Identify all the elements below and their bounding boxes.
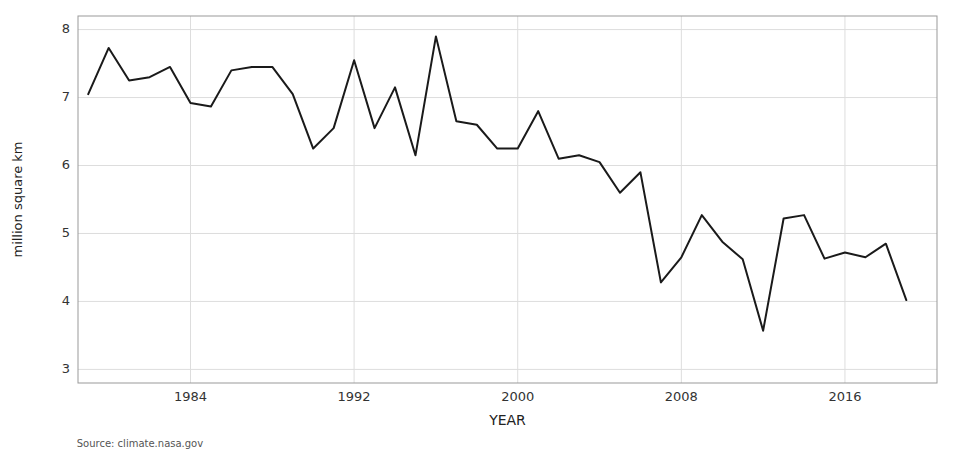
y-tick-label: 8: [62, 21, 70, 36]
y-grid-line: [78, 233, 937, 234]
y-grid-line: [78, 369, 937, 370]
grid: [78, 16, 937, 383]
y-axis-label: million square km: [10, 141, 25, 257]
y-grid-line: [78, 301, 937, 302]
y-tick-label: 6: [62, 157, 70, 172]
y-tick-label: 5: [62, 225, 70, 240]
axes: 3 4 5 6 7 8 1984 1992 2000 2008 2016 YEAR million sq…: [10, 16, 937, 428]
plot-area: [88, 36, 906, 330]
x-grid-line: [517, 16, 518, 383]
y-tick-label: 3: [62, 361, 70, 376]
x-tick-label: 1992: [338, 389, 371, 404]
chart: 3 4 5 6 7 8 1984 1992 2000 2008 2016 YEAR million sq…: [0, 0, 959, 455]
source-note: Source: climate.nasa.gov: [77, 438, 204, 449]
y-grid-line: [78, 29, 937, 30]
x-axis-label: YEAR: [488, 412, 526, 428]
x-tick-label: 1984: [174, 389, 207, 404]
y-grid-line: [78, 97, 937, 98]
background: [0, 0, 959, 455]
y-grid-line: [78, 165, 937, 166]
x-grid-line: [190, 16, 191, 383]
y-tick-label: 7: [62, 89, 70, 104]
x-grid-line: [844, 16, 845, 383]
x-grid-line: [354, 16, 355, 383]
data-line: [88, 36, 906, 330]
x-grid-line: [681, 16, 682, 383]
x-tick-label: 2000: [501, 389, 534, 404]
y-tick-label: 4: [62, 293, 70, 308]
x-tick-label: 2008: [665, 389, 698, 404]
plot-frame: [78, 16, 937, 383]
x-tick-label: 2016: [828, 389, 861, 404]
